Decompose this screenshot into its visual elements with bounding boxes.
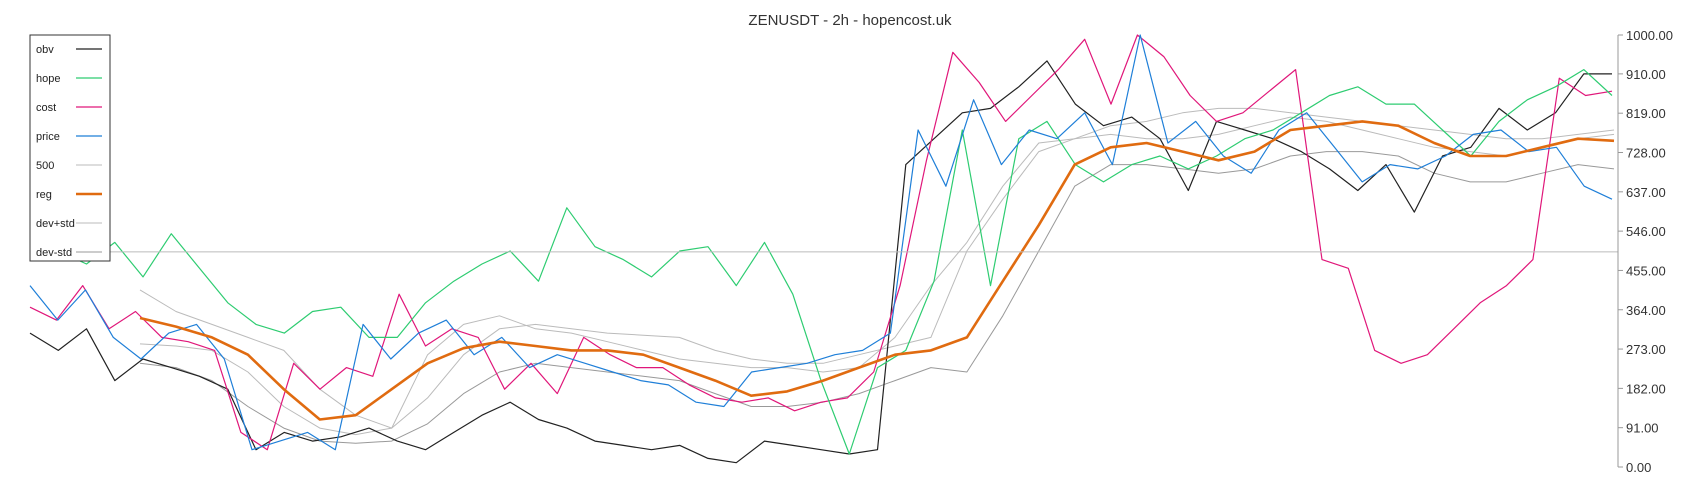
series-line-obv xyxy=(29,60,1612,464)
y-tick-label: 0.00 xyxy=(1626,460,1651,475)
series-line-reg xyxy=(139,120,1615,421)
y-tick-label: 637.00 xyxy=(1626,185,1666,200)
series-line-dev-std xyxy=(139,116,1615,436)
series-line-price xyxy=(29,34,1613,451)
series-line-cost xyxy=(29,34,1613,451)
legend-label: hope xyxy=(36,73,60,85)
y-tick-label: 1000.00 xyxy=(1626,28,1673,43)
legend-label: dev-std xyxy=(36,247,72,259)
legend-label: price xyxy=(36,131,60,143)
y-tick-label: 273.00 xyxy=(1626,342,1666,357)
y-axis: 0.00 91.00 182.00 273.00 364.00 455.00 546.00 6… xyxy=(1618,28,1673,475)
y-tick-label: 910.00 xyxy=(1626,67,1666,82)
legend-label: reg xyxy=(36,189,52,201)
y-tick-label: 546.00 xyxy=(1626,224,1666,239)
legend-label: cost xyxy=(36,102,56,114)
series-layer xyxy=(29,34,1615,464)
y-tick-label: 182.00 xyxy=(1626,381,1666,396)
legend-label: 500 xyxy=(36,160,54,172)
legend: obv hope cost price 500 reg dev+std dev-std xyxy=(29,34,111,262)
legend-label: dev+std xyxy=(36,218,75,230)
y-tick-label: 728.00 xyxy=(1626,146,1666,161)
y-tick-label: 364.00 xyxy=(1626,303,1666,318)
y-tick-label: 91.00 xyxy=(1626,421,1659,436)
series-line-dev-std xyxy=(139,151,1615,444)
y-tick-label: 819.00 xyxy=(1626,106,1666,121)
legend-label: obv xyxy=(36,44,54,56)
legend-items: obv hope cost price 500 reg dev+std dev-std xyxy=(36,44,102,259)
chart-title: ZENUSDT - 2h - hopencost.uk xyxy=(748,12,952,29)
y-tick-label: 455.00 xyxy=(1626,263,1666,278)
